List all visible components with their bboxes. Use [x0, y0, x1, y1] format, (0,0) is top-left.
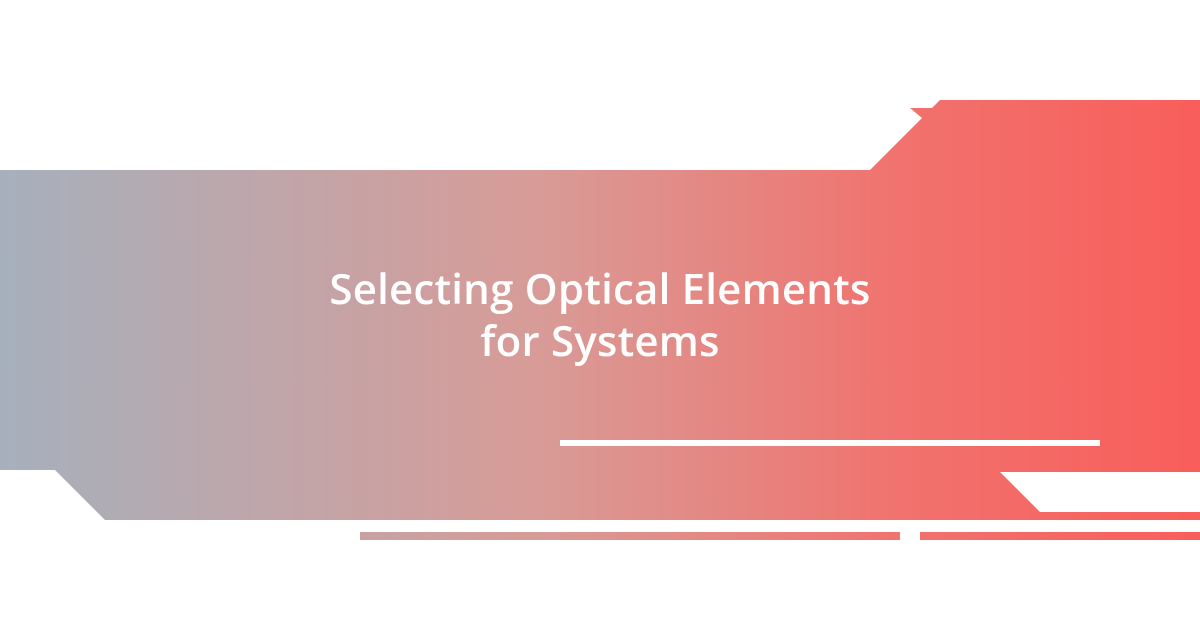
banner-graphic [0, 0, 1200, 630]
mid-right-line [560, 440, 1100, 446]
bottom-line-a [360, 532, 900, 540]
top-small-a [1020, 160, 1060, 170]
bottom-line-b [920, 532, 1200, 540]
top-accent-bar [10, 180, 440, 190]
top-small-b [1068, 160, 1200, 170]
top-right-wedge [910, 108, 1200, 150]
